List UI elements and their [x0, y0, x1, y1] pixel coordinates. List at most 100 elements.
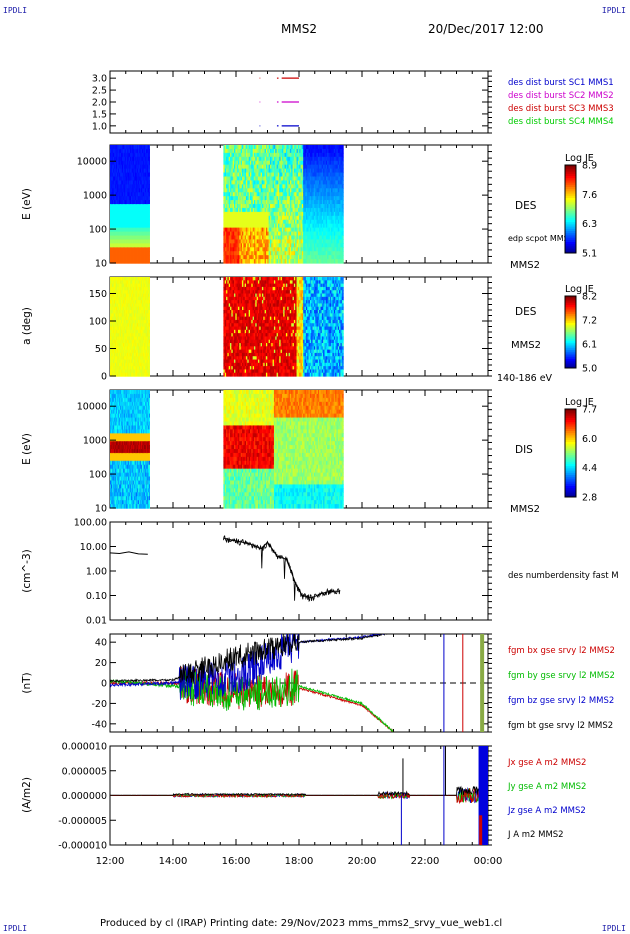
colorbar-pitch-angle-step [565, 305, 576, 308]
colorbar-ion-energy-step [565, 483, 576, 487]
y-tick-label: 0.000005 [62, 766, 107, 777]
legend-burst: des dist burst SC3 MMS3 [508, 104, 614, 114]
colorbar-pitch-angle-title: Log JE [565, 284, 594, 295]
colorbar-pitch-angle-step [565, 330, 576, 333]
colorbar-ion-energy-step [565, 439, 576, 443]
legend-j: Jz gse A m2 MMS2 [507, 806, 586, 816]
colorbar-electron-energy-step [565, 193, 576, 197]
colorbar-ion-energy-step [565, 470, 576, 474]
colorbar-pitch-angle-tick: 7.2 [582, 316, 597, 327]
colorbar-electron-energy-step [565, 235, 576, 239]
colorbar-electron-energy-step [565, 178, 576, 181]
colorbar-electron-energy-step [565, 171, 576, 175]
colorbar-pitch-angle-step [565, 324, 576, 328]
colorbar-ion-energy-step [565, 415, 576, 419]
colorbar-pitch-angle-step [565, 359, 576, 362]
spectrogram-cells [110, 145, 344, 264]
panel-label-des: DES [515, 200, 537, 212]
legend-b: fgm bz gse srvy l2 MMS2 [508, 696, 614, 706]
y-tick-label: 0.10 [86, 591, 107, 602]
panel-label-scpot: edp scpot MMS2 [508, 234, 574, 243]
y-tick-label: 0.000000 [62, 791, 107, 802]
colorbar-electron-energy-step [565, 167, 576, 170]
colorbar-electron-energy-step [565, 231, 576, 234]
colorbar-ion-energy-step [565, 492, 576, 496]
y-tick-label: 2.0 [92, 98, 107, 109]
colorbar-pitch-angle-tick: 8.2 [582, 292, 597, 303]
legend-burst: des dist burst SC2 MMS2 [508, 91, 614, 101]
colorbar-ion-energy-step [565, 479, 576, 483]
y-axis-title: (cm^-3) [21, 549, 33, 592]
colorbar-pitch-angle-step [565, 341, 576, 344]
colorbar-electron-energy-step [565, 195, 576, 199]
colorbar-pitch-angle-step [565, 328, 576, 331]
colorbar-ion-energy-step [565, 466, 576, 469]
colorbar-ion-energy-step [565, 420, 576, 423]
y-tick-label: 10000 [77, 157, 107, 168]
colorbar-electron-energy-step [565, 220, 576, 223]
colorbar-ion-energy-step [565, 435, 576, 439]
colorbar-electron-energy-step [565, 224, 576, 228]
colorbar-pitch-angle-step [565, 353, 576, 356]
panel-label-des: DES [515, 306, 537, 318]
colorbar-ion-energy-step [565, 494, 576, 498]
colorbar-pitch-angle-step [565, 299, 576, 302]
colorbar-ion-energy-step [565, 472, 576, 476]
colorbar-ion-energy-step [565, 433, 576, 436]
colorbar-pitch-angle-step [565, 323, 576, 326]
corner-label-tl: IPDLI [3, 6, 28, 15]
y-axis-title: a (deg) [21, 307, 33, 345]
j-series-line [110, 785, 488, 797]
colorbar-pitch-angle-step [565, 308, 576, 311]
legend-b: fgm bt gse srvy l2 MMS2 [508, 721, 613, 731]
y-tick-label: 100 [89, 470, 107, 481]
y-tick-label: 1000 [83, 191, 107, 202]
colorbar-pitch-angle-step [565, 348, 576, 351]
colorbar-pitch-angle-tick: 5.0 [582, 364, 597, 375]
density-line [109, 537, 340, 599]
colorbar-electron-energy-tick: 8.9 [582, 161, 597, 172]
y-tick-label: -0.000010 [58, 841, 107, 852]
colorbar-ion-energy-step [565, 411, 576, 414]
y-tick-label: 1.0 [92, 121, 107, 132]
colorbar-pitch-angle-step [565, 306, 576, 310]
colorbar-electron-energy-step [565, 211, 576, 214]
colorbar-ion-energy-step [565, 450, 576, 454]
y-tick-label: 1000 [83, 436, 107, 447]
colorbar-pitch-angle-step [565, 339, 576, 342]
colorbar-ion-energy-step [565, 461, 576, 465]
x-tick-label: 22:00 [411, 856, 440, 867]
colorbar-ion-energy-title: Log JE [565, 397, 594, 408]
colorbar-pitch-angle-step [565, 355, 576, 358]
j-end-red [479, 815, 483, 845]
colorbar-ion-energy-step [565, 453, 576, 456]
colorbar-electron-energy-step [565, 191, 576, 195]
colorbar-ion-energy-step [565, 437, 576, 441]
panel-label-dis: DIS [515, 444, 533, 456]
colorbar-electron-energy-step [565, 209, 576, 212]
colorbar-electron-energy-tick: 5.1 [582, 249, 597, 260]
colorbar-pitch-angle-step [565, 366, 576, 369]
colorbar-pitch-angle-step [565, 364, 576, 367]
colorbar-ion-energy-step [565, 448, 576, 452]
x-tick-label: 20:00 [348, 856, 377, 867]
colorbar-ion-energy-step [565, 459, 576, 463]
colorbar-pitch-angle-step [565, 321, 576, 324]
y-tick-label: 20 [95, 658, 107, 669]
colorbar-electron-energy-step [565, 187, 576, 190]
colorbar-ion-energy-frame [564, 408, 577, 498]
colorbar-pitch-angle-frame [564, 295, 577, 369]
colorbar-electron-energy-step [565, 169, 576, 173]
b-series-line [110, 634, 388, 683]
colorbar-ion-energy-step [565, 457, 576, 461]
corner-label-bl: IPDLI [3, 924, 28, 933]
legend-j: J A m2 MMS2 [507, 830, 564, 840]
colorbar-ion-energy-step [565, 464, 576, 467]
legend-b: fgm by gse srvy l2 MMS2 [508, 671, 615, 681]
colorbar-electron-energy-step [565, 244, 576, 247]
colorbar-ion-energy-step [565, 490, 576, 494]
spectrogram-cells [110, 277, 344, 377]
colorbar-ion-energy-step [565, 413, 576, 417]
colorbar-ion-energy-step [565, 444, 576, 447]
y-tick-label: 10 [95, 504, 107, 515]
